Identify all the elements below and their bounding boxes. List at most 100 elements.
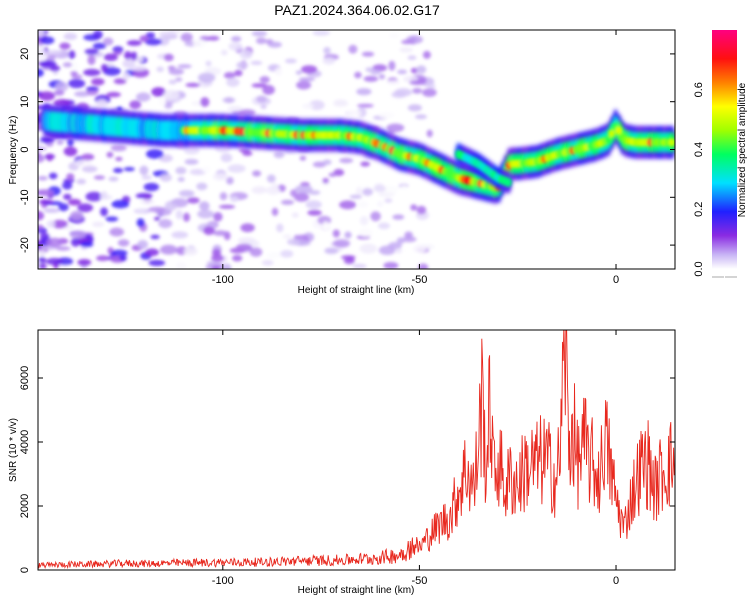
heatmap-noise-blob xyxy=(139,35,149,42)
heatmap-noise-blob xyxy=(39,60,57,68)
heatmap-noise-blob xyxy=(126,40,142,46)
heatmap-noise-blob xyxy=(276,223,284,233)
heatmap-noise-blob xyxy=(177,64,192,69)
snr-x-ticks: -100 -50 0 xyxy=(212,330,619,587)
heatmap-noise-blob xyxy=(83,68,101,77)
heatmap-noise-blob xyxy=(409,80,426,86)
heatmap-noise-blob xyxy=(291,212,299,218)
heatmap-noise-blob xyxy=(357,201,369,208)
heatmap-noise-blob xyxy=(422,88,437,97)
heatmap-noise-blob xyxy=(148,206,166,213)
heatmap-noise-blob xyxy=(124,51,132,60)
heatmap-noise-blob xyxy=(294,192,310,202)
heatmap-noise-blob xyxy=(378,245,396,255)
heatmap-noise-blob xyxy=(333,100,349,107)
heatmap-noise-blob xyxy=(100,191,108,199)
heatmap-noise-blob xyxy=(207,35,220,41)
heatmap-noise-blob xyxy=(158,218,173,229)
heatmap-noise-blob xyxy=(271,207,279,216)
heatmap-noise-blob xyxy=(322,57,336,65)
heatmap-noise-blob xyxy=(62,181,73,190)
heatmap-noise-blob xyxy=(427,84,436,89)
heatmap-noise-blob xyxy=(221,49,228,56)
heatmap-noise-blob xyxy=(143,182,160,192)
snr-x-tick-label: 0 xyxy=(613,575,619,587)
heatmap-noise-blob xyxy=(74,91,90,97)
heatmap-noise-blob xyxy=(201,165,212,173)
heatmap-noise-blob xyxy=(192,39,207,49)
spectrogram-x-tick-label: -100 xyxy=(212,274,234,286)
heatmap-noise-blob xyxy=(70,71,78,76)
heatmap-noise-blob xyxy=(38,30,45,38)
heatmap-noise-blob xyxy=(136,208,146,214)
snr-y-tick-label: 2000 xyxy=(19,494,31,518)
heatmap-noise-blob xyxy=(84,48,99,55)
heatmap-noise-blob xyxy=(415,114,427,120)
heatmap-noise-blob xyxy=(175,166,187,175)
heatmap-noise-blob xyxy=(92,42,107,50)
heatmap-noise-blob xyxy=(322,159,332,165)
spectrogram-y-tick-label: 0 xyxy=(19,146,31,152)
heatmap-noise-blob xyxy=(150,234,160,240)
heatmap-noise-blob xyxy=(267,41,282,48)
heatmap-noise-blob xyxy=(333,239,351,248)
spectrogram-y-tick-label: -20 xyxy=(19,237,31,253)
heatmap-noise-blob xyxy=(323,47,331,55)
heatmap-noise-blob xyxy=(251,83,267,88)
snr-y-label: SNR (10 * v/v) xyxy=(8,418,19,482)
heatmap-noise-blob xyxy=(372,64,388,72)
snr-x-tick-label: -100 xyxy=(212,575,234,587)
heatmap-noise-blob xyxy=(46,153,53,162)
heatmap-noise-blob xyxy=(92,221,105,227)
heatmap-noise-blob xyxy=(222,97,236,103)
heatmap-noise-blob xyxy=(45,257,64,266)
heatmap-noise-blob xyxy=(38,224,44,230)
heatmap-noise-blob xyxy=(68,198,82,206)
heatmap-noise-blob xyxy=(105,216,119,222)
heatmap-branch-core xyxy=(455,149,512,188)
heatmap-noise-blob xyxy=(344,231,352,239)
heatmap-noise-blob xyxy=(386,79,401,85)
heatmap-noise-blob xyxy=(144,38,162,46)
heatmap-noise-blob xyxy=(378,111,395,119)
heatmap-noise-blob xyxy=(271,182,278,192)
heatmap-noise-blob xyxy=(199,201,210,211)
heatmap-noise-blob xyxy=(163,53,174,62)
heatmap-noise-blob xyxy=(226,176,234,185)
snr-x-tick-label: -50 xyxy=(411,575,427,587)
heatmap-noise-blob xyxy=(262,84,275,95)
heatmap-noise-blob xyxy=(256,95,268,103)
heatmap-noise-blob xyxy=(261,260,274,266)
heatmap-noise-blob xyxy=(106,151,114,158)
heatmap-noise-blob xyxy=(298,77,315,82)
heatmap-noise-blob xyxy=(38,263,47,269)
heatmap-noise-blob xyxy=(148,259,166,267)
heatmap-noise-blob xyxy=(324,247,339,255)
heatmap-ridge-cell xyxy=(668,138,675,147)
heatmap-noise-blob xyxy=(168,79,177,85)
heatmap-noise-blob xyxy=(251,186,267,194)
heatmap-noise-blob xyxy=(228,42,243,51)
heatmap-noise-blob xyxy=(58,203,69,212)
spectrogram-y-tick-label: 10 xyxy=(19,96,31,108)
heatmap-noise-blob xyxy=(183,247,198,256)
heatmap-noise-blob xyxy=(113,78,127,85)
heatmap-noise-blob xyxy=(378,222,390,230)
heatmap-noise-blob xyxy=(348,44,358,54)
heatmap-ridge-cell xyxy=(504,177,512,188)
heatmap-noise-blob xyxy=(222,263,232,269)
heatmap-noise-blob xyxy=(346,256,355,262)
heatmap-noise-blob xyxy=(211,254,225,262)
heatmap-noise-blob xyxy=(218,204,236,209)
heatmap-noise-blob xyxy=(102,37,114,46)
heatmap-noise-blob xyxy=(396,237,405,245)
colorbar: 0.0 0.2 0.4 0.6 Normalized spectral amplitu… xyxy=(693,30,748,278)
heatmap-noise-blob xyxy=(379,74,385,80)
heatmap-noise-blob xyxy=(175,210,183,220)
heatmap-noise-blob xyxy=(266,174,276,183)
heatmap-noise-blob xyxy=(38,210,45,221)
heatmap-noise-blob xyxy=(339,157,354,164)
heatmap-noise-blob xyxy=(40,36,55,45)
heatmap-noise-blob xyxy=(213,212,223,222)
